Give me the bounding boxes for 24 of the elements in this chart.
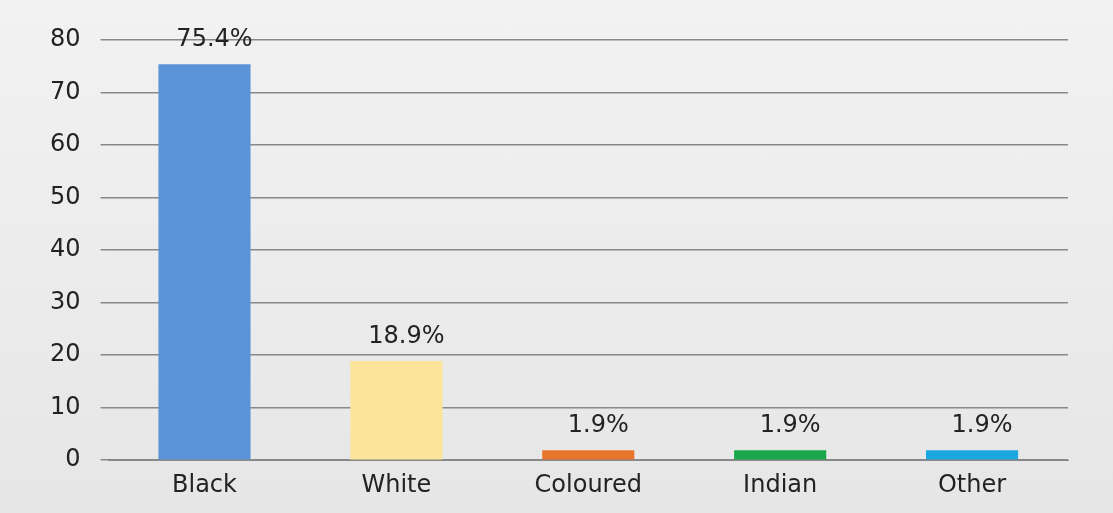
x-tick-label: White [361, 469, 432, 498]
y-tick-label: 60 [49, 129, 81, 158]
y-tick-label: 30 [49, 286, 81, 315]
bar [926, 450, 1019, 460]
data-label: 1.9% [567, 410, 629, 439]
data-label: 18.9% [368, 321, 445, 350]
bar [542, 450, 635, 460]
y-tick-label: 0 [65, 444, 81, 473]
y-tick-label: 70 [49, 76, 81, 105]
x-tick-label: Black [172, 469, 238, 498]
x-tick-label: Indian [743, 469, 818, 498]
y-tick-label: 40 [49, 234, 81, 263]
data-label: 1.9% [951, 410, 1013, 439]
bar [158, 64, 251, 460]
x-tick-label: Other [937, 469, 1007, 498]
y-tick-label: 80 [49, 24, 81, 53]
data-label: 1.9% [759, 410, 821, 439]
x-tick-label: Coloured [534, 469, 642, 498]
y-tick-label: 20 [49, 339, 81, 368]
bar [350, 360, 443, 460]
data-label: 75.4% [176, 24, 253, 53]
y-tick-label: 50 [49, 181, 81, 210]
bar [734, 450, 827, 460]
y-tick-label: 10 [49, 391, 81, 420]
